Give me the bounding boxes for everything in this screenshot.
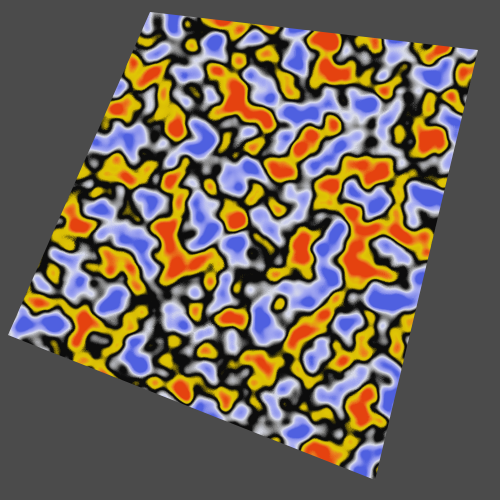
- scene: [8, 12, 478, 480]
- page: [8, 12, 478, 480]
- textured-plane: [8, 12, 478, 480]
- noise-texture: [8, 12, 478, 480]
